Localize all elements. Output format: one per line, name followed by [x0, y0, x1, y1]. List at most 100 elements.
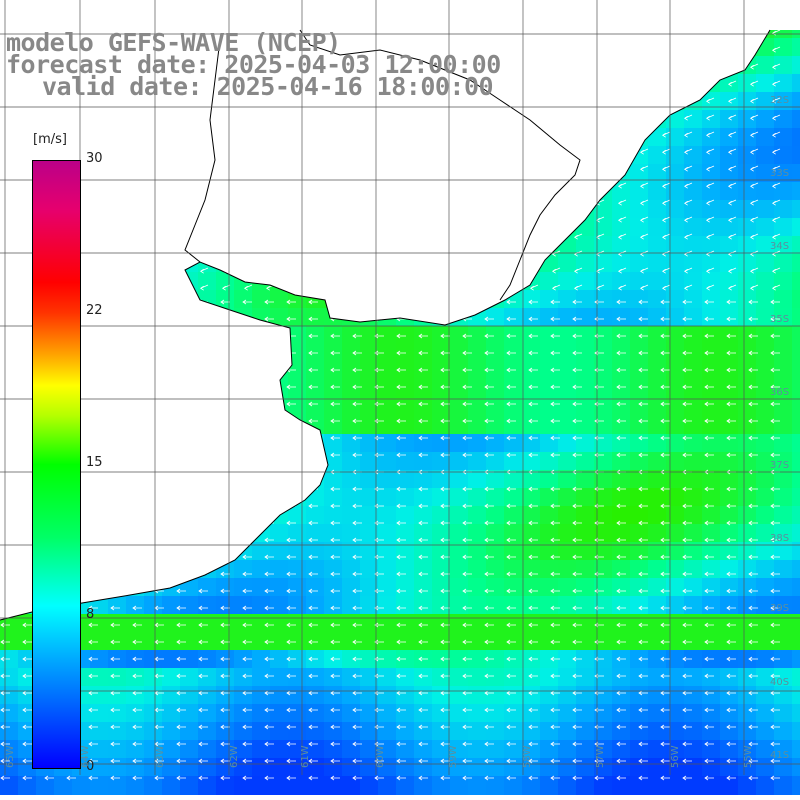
wind-arrow	[330, 418, 340, 424]
field-cell	[144, 632, 163, 651]
wind-arrow	[726, 622, 736, 628]
field-cell	[0, 722, 19, 741]
wind-arrow	[660, 554, 670, 560]
wind-arrow	[770, 775, 780, 781]
wind-arrow	[726, 639, 736, 645]
field-cell	[234, 578, 253, 597]
field-cell	[540, 434, 559, 453]
wind-arrow	[660, 316, 670, 322]
field-cell	[774, 38, 793, 57]
wind-arrow	[418, 758, 428, 764]
field-cell	[522, 704, 541, 723]
field-cell	[684, 542, 703, 561]
field-cell	[666, 416, 685, 435]
wind-arrow	[616, 707, 626, 713]
field-cell	[738, 578, 757, 597]
wind-arrow	[286, 299, 296, 305]
field-cell	[126, 650, 145, 669]
wind-arrow	[704, 673, 714, 679]
field-cell	[684, 308, 703, 327]
wind-arrow	[704, 724, 714, 730]
wind-arrow	[440, 367, 450, 373]
wind-arrow	[462, 452, 472, 458]
wind-arrow	[330, 690, 340, 696]
field-cell	[702, 722, 721, 741]
field-cell	[648, 632, 667, 651]
field-cell	[432, 362, 451, 381]
wind-arrow	[616, 401, 626, 407]
field-cell	[378, 344, 397, 363]
field-cell	[702, 614, 721, 633]
field-cell	[414, 776, 433, 795]
field-cell	[18, 776, 37, 795]
field-cell	[756, 686, 775, 705]
wind-arrow	[484, 503, 494, 509]
field-cell	[378, 470, 397, 489]
field-cell	[108, 614, 127, 633]
field-cell	[558, 668, 577, 687]
field-cell	[594, 578, 613, 597]
field-cell	[414, 326, 433, 345]
field-cell	[576, 488, 595, 507]
field-cell	[702, 272, 721, 291]
field-cell	[450, 758, 469, 777]
field-cell	[558, 704, 577, 723]
wind-arrow	[286, 316, 296, 322]
field-cell	[342, 434, 361, 453]
field-cell	[702, 668, 721, 687]
wind-arrow	[22, 673, 32, 679]
field-cell	[648, 506, 667, 525]
wind-arrow	[440, 622, 450, 628]
wind-arrow	[440, 690, 450, 696]
field-cell	[432, 524, 451, 543]
wind-arrow	[418, 605, 428, 611]
field-cell	[774, 182, 793, 201]
field-cell	[756, 668, 775, 687]
wind-arrow	[286, 571, 296, 577]
field-cell	[288, 668, 307, 687]
field-cell	[270, 758, 289, 777]
wind-arrow	[418, 639, 428, 645]
field-cell	[378, 632, 397, 651]
wind-arrow	[660, 537, 670, 543]
wind-arrow	[484, 673, 494, 679]
wind-arrow	[330, 588, 340, 594]
field-cell	[558, 524, 577, 543]
field-cell	[108, 776, 127, 795]
field-cell	[252, 722, 271, 741]
wind-arrow	[0, 673, 10, 679]
field-cell	[684, 668, 703, 687]
wind-arrow	[484, 401, 494, 407]
field-cell	[414, 542, 433, 561]
wind-arrow	[330, 333, 340, 339]
wind-arrow	[638, 707, 648, 713]
field-cell	[432, 560, 451, 579]
field-cell	[774, 218, 793, 237]
field-cell	[738, 758, 757, 777]
wind-arrow	[374, 588, 384, 594]
field-cell	[720, 650, 739, 669]
wind-arrow	[572, 724, 582, 730]
field-cell	[684, 722, 703, 741]
wind-arrow	[506, 418, 516, 424]
wind-arrow	[110, 741, 120, 747]
wind-arrow	[242, 758, 252, 764]
wind-arrow	[682, 401, 692, 407]
field-cell	[594, 740, 613, 759]
field-cell	[414, 650, 433, 669]
wind-arrow	[440, 384, 450, 390]
wind-arrow	[352, 537, 362, 543]
field-cell	[504, 704, 523, 723]
field-cell	[774, 506, 793, 525]
field-cell	[756, 146, 775, 165]
field-cell	[162, 632, 181, 651]
wind-arrow	[550, 350, 560, 356]
field-cell	[468, 758, 487, 777]
wind-arrow	[264, 622, 274, 628]
wind-arrow	[484, 690, 494, 696]
wind-arrow	[682, 690, 692, 696]
wind-arrow	[22, 775, 32, 781]
field-cell	[792, 38, 800, 57]
field-cell	[792, 416, 800, 435]
